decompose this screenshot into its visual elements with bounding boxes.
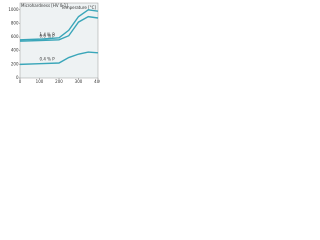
y-axis-label: Microhardness [HV 0.1]: [21, 3, 68, 8]
x-tick-label: 100: [36, 79, 44, 84]
line-series: [19, 9, 99, 41]
chart: Microhardness [HV 0.1] Temperature [°C] …: [8, 2, 100, 84]
series-label: 0.4 % P: [40, 57, 56, 62]
y-tick-label: 200: [11, 61, 19, 66]
x-tick-label: 0: [19, 79, 22, 84]
series-label: 1.4 % P: [40, 32, 56, 37]
series-label: 0.6 % P: [40, 34, 56, 39]
x-tick-label: 200: [55, 79, 63, 84]
y-tick-label: 600: [11, 34, 19, 39]
y-tick-label: 400: [11, 48, 19, 53]
x-tick-label: 300: [75, 79, 83, 84]
line-series: [19, 51, 99, 66]
y-tick-label: 0: [16, 75, 19, 80]
x-axis-label: Temperature [°C]: [60, 5, 96, 10]
y-tick-label: 1000: [8, 7, 19, 12]
line-series: [19, 15, 99, 42]
y-tick-label: 800: [11, 20, 19, 25]
x-tick-label: 400: [94, 79, 100, 84]
